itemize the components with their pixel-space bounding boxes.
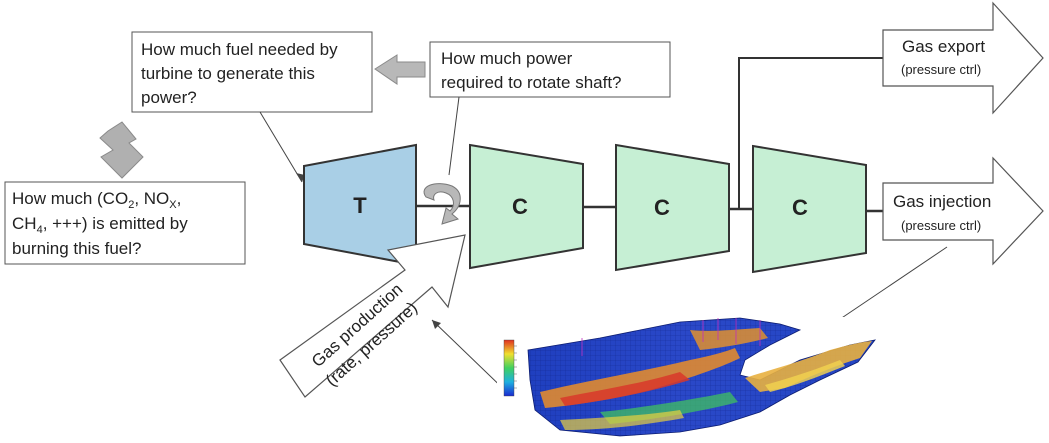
compressor-2: C	[615, 143, 730, 272]
fuel-question-line-1: How much fuel needed by	[141, 40, 338, 59]
compressor-3: C	[752, 144, 867, 274]
fuel-question-line-3: power?	[141, 88, 197, 107]
power-question-box: How much power required to rotate shaft?	[429, 41, 671, 98]
compressor-2-label: C	[654, 195, 670, 220]
gas-production-arrow: Gas production (rate, pressure)	[279, 234, 466, 398]
gas-export-arrow: Gas export (pressure ctrl)	[882, 1, 1044, 115]
gas-export-sub: (pressure ctrl)	[901, 62, 981, 77]
gas-injection-sub: (pressure ctrl)	[901, 218, 981, 233]
compressor-3-label: C	[792, 195, 808, 220]
fuel-question-line-2: turbine to generate this	[141, 64, 315, 83]
left-block-arrow	[374, 54, 426, 85]
leader-arrowhead-production	[432, 320, 441, 329]
shaft-and-flow-lines	[416, 57, 884, 213]
fuel-question-box: How much fuel needed by turbine to gener…	[131, 31, 373, 113]
rotation-arrow-icon	[423, 183, 461, 225]
turbine: T	[303, 143, 417, 267]
power-question-line-2: required to rotate shaft?	[441, 73, 622, 92]
emission-question-line-2: CH4, +++) is emitted by	[12, 214, 188, 236]
compressor-1: C	[469, 143, 584, 270]
emission-question-line-3: burning this fuel?	[12, 239, 141, 258]
gas-export-label: Gas export	[902, 37, 985, 56]
gas-injection-label: Gas injection	[893, 192, 991, 211]
power-question-line-1: How much power	[441, 49, 573, 68]
color-scale-legend	[503, 339, 517, 397]
reservoir-model-image	[497, 317, 877, 437]
emission-question-box: How much (CO2, NOX, CH4, +++) is emitted…	[4, 181, 246, 265]
down-block-arrow	[99, 121, 144, 179]
gas-injection-arrow: Gas injection (pressure ctrl)	[882, 156, 1044, 266]
leader-arrowhead-turbine	[296, 173, 305, 182]
compressor-1-label: C	[512, 194, 528, 219]
emission-question-line-1: How much (CO2, NOX,	[12, 189, 181, 211]
turbine-label: T	[353, 193, 367, 218]
